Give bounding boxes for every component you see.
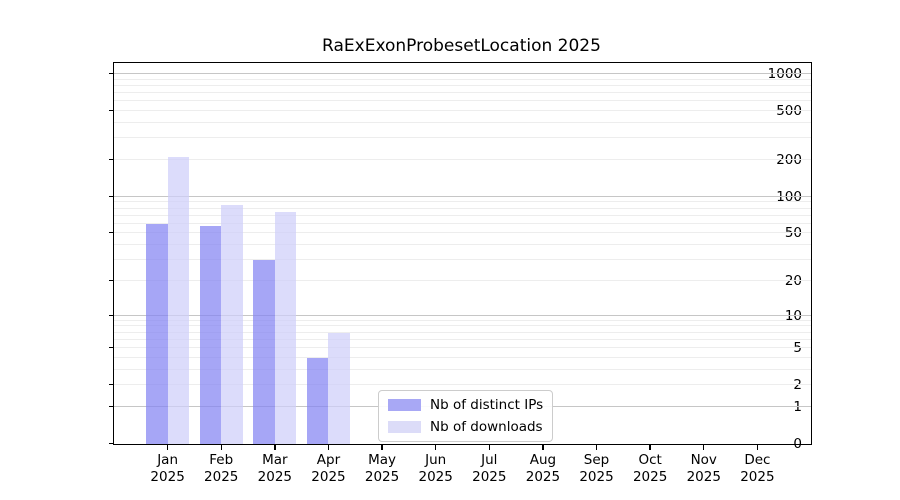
gridline-minor <box>114 122 811 123</box>
y-tick-label: 5 <box>742 341 802 355</box>
legend-swatch-distinct-ips <box>388 399 421 411</box>
chart-canvas: RaExExonProbesetLocation 2025 0125102050… <box>0 0 900 500</box>
gridline-minor <box>114 159 811 160</box>
x-tick-mark <box>435 445 436 450</box>
legend-label-distinct-ips: Nb of distinct IPs <box>430 397 543 413</box>
bar-nb-of-distinct-ips-feb <box>200 226 221 444</box>
legend-item-downloads: Nb of downloads <box>388 419 543 435</box>
x-tick-mark <box>381 445 382 450</box>
bar-nb-of-downloads-mar <box>275 212 296 444</box>
x-tick-mark <box>542 445 543 450</box>
y-tick-label: 2 <box>742 378 802 392</box>
y-tick-label: 50 <box>742 226 802 240</box>
gridline-minor <box>114 100 811 101</box>
x-tick-mark <box>328 445 329 450</box>
x-tick-mark <box>596 445 597 450</box>
gridline-minor <box>114 208 811 209</box>
gridline-major <box>114 73 811 74</box>
gridline-minor <box>114 215 811 216</box>
y-tick-label: 20 <box>742 274 802 288</box>
chart-title: RaExExonProbesetLocation 2025 <box>113 36 810 56</box>
gridline-minor <box>114 201 811 202</box>
gridline-minor <box>114 137 811 138</box>
y-tick-label: 500 <box>742 104 802 118</box>
gridline-minor <box>114 79 811 80</box>
x-tick-mark <box>167 445 168 450</box>
gridline-minor <box>114 85 811 86</box>
legend: Nb of distinct IPs Nb of downloads <box>378 390 553 442</box>
gridline-minor <box>114 223 811 224</box>
x-tick-month: Dec <box>722 452 792 469</box>
legend-item-distinct-ips: Nb of distinct IPs <box>388 397 543 413</box>
bar-nb-of-downloads-jan <box>168 157 189 444</box>
x-tick-mark <box>757 445 758 450</box>
y-tick-label: 1 <box>742 400 802 414</box>
gridline-major <box>114 196 811 197</box>
bar-nb-of-distinct-ips-jan <box>146 224 167 444</box>
gridline-minor <box>114 110 811 111</box>
bar-nb-of-downloads-feb <box>221 205 242 444</box>
y-tick-mark <box>109 443 114 444</box>
y-tick-label: 200 <box>742 153 802 167</box>
plot-area: 01251020501002005001000 Jan2025Feb2025Ma… <box>113 62 812 445</box>
bar-nb-of-distinct-ips-apr <box>307 358 328 444</box>
bar-nb-of-downloads-apr <box>328 333 349 444</box>
bar-nb-of-distinct-ips-mar <box>253 260 274 444</box>
x-tick-year: 2025 <box>722 469 792 486</box>
x-tick-mark <box>649 445 650 450</box>
x-tick-mark <box>703 445 704 450</box>
x-tick-mark <box>489 445 490 450</box>
y-tick-label: 0 <box>742 437 802 451</box>
x-tick-mark <box>274 445 275 450</box>
legend-swatch-downloads <box>388 421 421 433</box>
x-tick-mark <box>221 445 222 450</box>
x-tick-label: Dec2025 <box>722 452 792 486</box>
legend-label-downloads: Nb of downloads <box>430 419 543 435</box>
gridline-minor <box>114 92 811 93</box>
